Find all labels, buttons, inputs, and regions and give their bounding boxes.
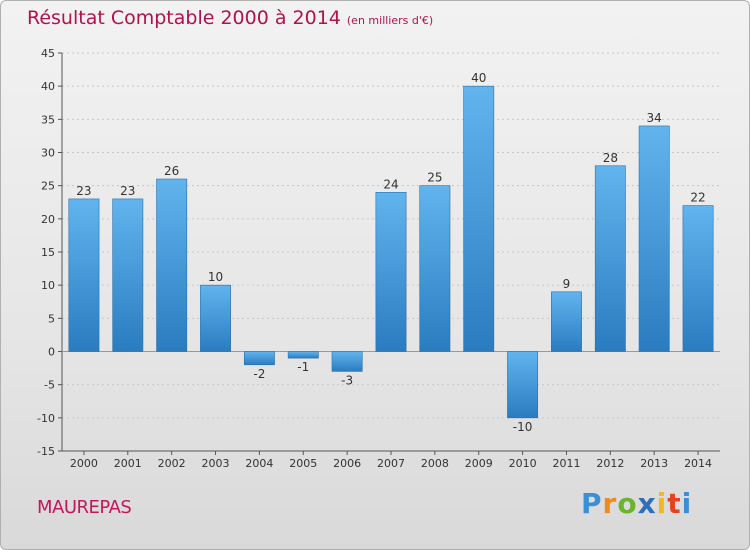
x-tick-label: 2002 — [158, 457, 186, 470]
commune-name: MAUREPAS — [37, 497, 132, 518]
bar-2001 — [112, 198, 144, 352]
bar-2003 — [200, 284, 231, 352]
value-label: -10 — [513, 420, 533, 434]
bar-2013 — [638, 125, 670, 352]
proxiti-logo: Proxiti — [581, 487, 692, 520]
x-tick-label: 2001 — [114, 457, 142, 470]
value-label: 23 — [120, 184, 135, 198]
bar-2011 — [551, 291, 582, 352]
bar-2007 — [375, 192, 407, 352]
bars — [68, 85, 714, 419]
y-tick-label: -10 — [37, 412, 55, 425]
x-tick-label: 2009 — [465, 457, 493, 470]
logo-letter: P — [581, 487, 603, 520]
x-tick-labels: 2000 2001 2002 2003 2004 2005 2006 2007 2008 2009… — [70, 451, 712, 470]
y-tick-label: 30 — [41, 147, 55, 160]
bar-2014 — [682, 205, 714, 352]
y-tick-label: 20 — [41, 213, 55, 226]
bar-2006 — [331, 351, 363, 372]
x-tick-label: 2000 — [70, 457, 98, 470]
x-tick-label: 2004 — [245, 457, 273, 470]
x-tick-label: 2013 — [640, 457, 668, 470]
value-label: 10 — [208, 270, 223, 284]
y-tick-label: 15 — [41, 246, 55, 259]
value-labels: 23 23 26 10 -2 -1 -3 24 25 40 -10 9 28 34 22 — [76, 71, 705, 434]
x-tick-label: 2007 — [377, 457, 405, 470]
grid-lines — [58, 52, 720, 452]
value-label: 9 — [563, 277, 571, 291]
logo-letter: i — [681, 487, 693, 520]
value-label: 40 — [471, 71, 486, 85]
value-label: -3 — [341, 373, 353, 387]
y-tick-label: 40 — [41, 80, 55, 93]
bar-2009 — [463, 85, 495, 352]
bar-2010 — [507, 351, 539, 419]
x-tick-label: 2010 — [509, 457, 537, 470]
y-tick-label: -15 — [37, 445, 55, 458]
y-tick-labels: -15 -10 -5 0 5 10 15 20 25 30 35 40 45 — [37, 47, 55, 458]
chart-title-text: Résultat Comptable 2000 à 2014 — [27, 7, 341, 29]
value-label: 23 — [76, 184, 91, 198]
logo-letter: x — [637, 487, 657, 520]
y-tick-label: -5 — [44, 379, 55, 392]
logo-letter: o — [617, 487, 638, 520]
bar-2012 — [594, 165, 626, 352]
logo-letter: r — [602, 487, 618, 520]
value-label: 24 — [383, 177, 398, 191]
value-label: 26 — [164, 164, 179, 178]
chart-unit-note: (en milliers d'€) — [346, 14, 434, 27]
y-tick-label: 10 — [41, 279, 55, 292]
value-label: 22 — [690, 191, 705, 205]
y-tick-label: 0 — [48, 346, 55, 359]
x-tick-label: 2011 — [552, 457, 580, 470]
logo-letter: t — [667, 487, 682, 520]
bar-2005 — [287, 351, 319, 359]
x-tick-label: 2005 — [289, 457, 317, 470]
bar-2008 — [419, 185, 451, 352]
value-label: -2 — [253, 367, 265, 381]
x-tick-label: 2012 — [596, 457, 624, 470]
y-tick-label: 5 — [48, 312, 55, 325]
bar-2000 — [68, 198, 100, 352]
value-label: -1 — [297, 360, 309, 374]
value-label: 28 — [603, 151, 618, 165]
x-tick-label: 2006 — [333, 457, 361, 470]
value-label: 34 — [647, 111, 662, 125]
y-tick-label: 25 — [41, 180, 55, 193]
logo-letter: i — [656, 487, 668, 520]
x-tick-label: 2008 — [421, 457, 449, 470]
y-tick-label: 35 — [41, 113, 55, 126]
x-tick-label: 2003 — [202, 457, 230, 470]
value-label: 25 — [427, 171, 442, 185]
chart-title: Résultat Comptable 2000 à 2014 (en millie… — [27, 7, 433, 29]
y-tick-label: 45 — [41, 47, 55, 60]
bar-2004 — [243, 351, 275, 366]
bar-2002 — [156, 178, 188, 352]
x-tick-label: 2014 — [684, 457, 712, 470]
